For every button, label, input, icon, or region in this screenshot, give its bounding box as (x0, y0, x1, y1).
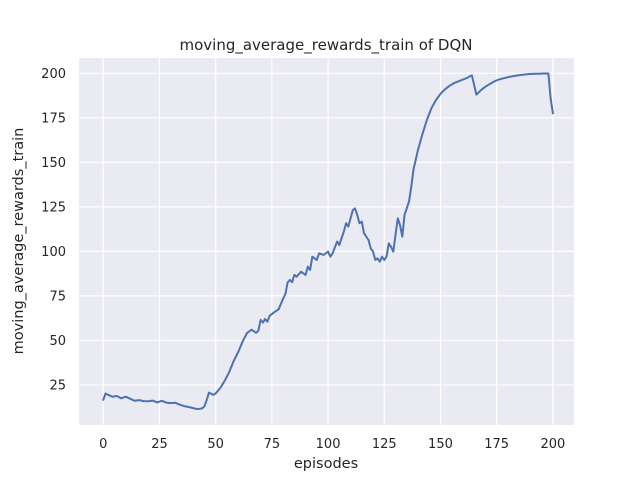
gridlines (79, 58, 574, 425)
x-tick-label: 125 (372, 437, 397, 452)
y-tick-labels: 25 50 75 100 125 150 175 200 (41, 67, 66, 394)
x-axis-label: episodes (294, 456, 358, 472)
x-tick-label: 200 (540, 437, 565, 452)
y-tick-label: 100 (41, 245, 66, 260)
x-tick-label: 0 (99, 437, 107, 452)
y-axis-label: moving_average_rewards_train (11, 128, 27, 355)
x-tick-label: 75 (264, 437, 281, 452)
y-tick-label: 75 (49, 289, 66, 304)
y-tick-label: 175 (41, 111, 66, 126)
data-series-line (102, 72, 554, 411)
x-tick-label: 100 (316, 437, 341, 452)
y-tick-label: 25 (49, 378, 66, 393)
x-tick-label: 150 (428, 437, 453, 452)
x-tick-label: 50 (207, 437, 224, 452)
y-tick-label: 125 (41, 200, 66, 215)
chart-title: moving_average_rewards_train of DQN (179, 36, 472, 55)
y-tick-label: 150 (41, 156, 66, 171)
y-tick-label: 50 (49, 334, 66, 349)
x-tick-label: 175 (484, 437, 509, 452)
plot-area (79, 58, 574, 425)
x-tick-label: 25 (151, 437, 168, 452)
x-tick-labels: 0 25 50 75 100 125 150 175 200 (99, 437, 565, 452)
y-tick-label: 200 (41, 67, 66, 82)
